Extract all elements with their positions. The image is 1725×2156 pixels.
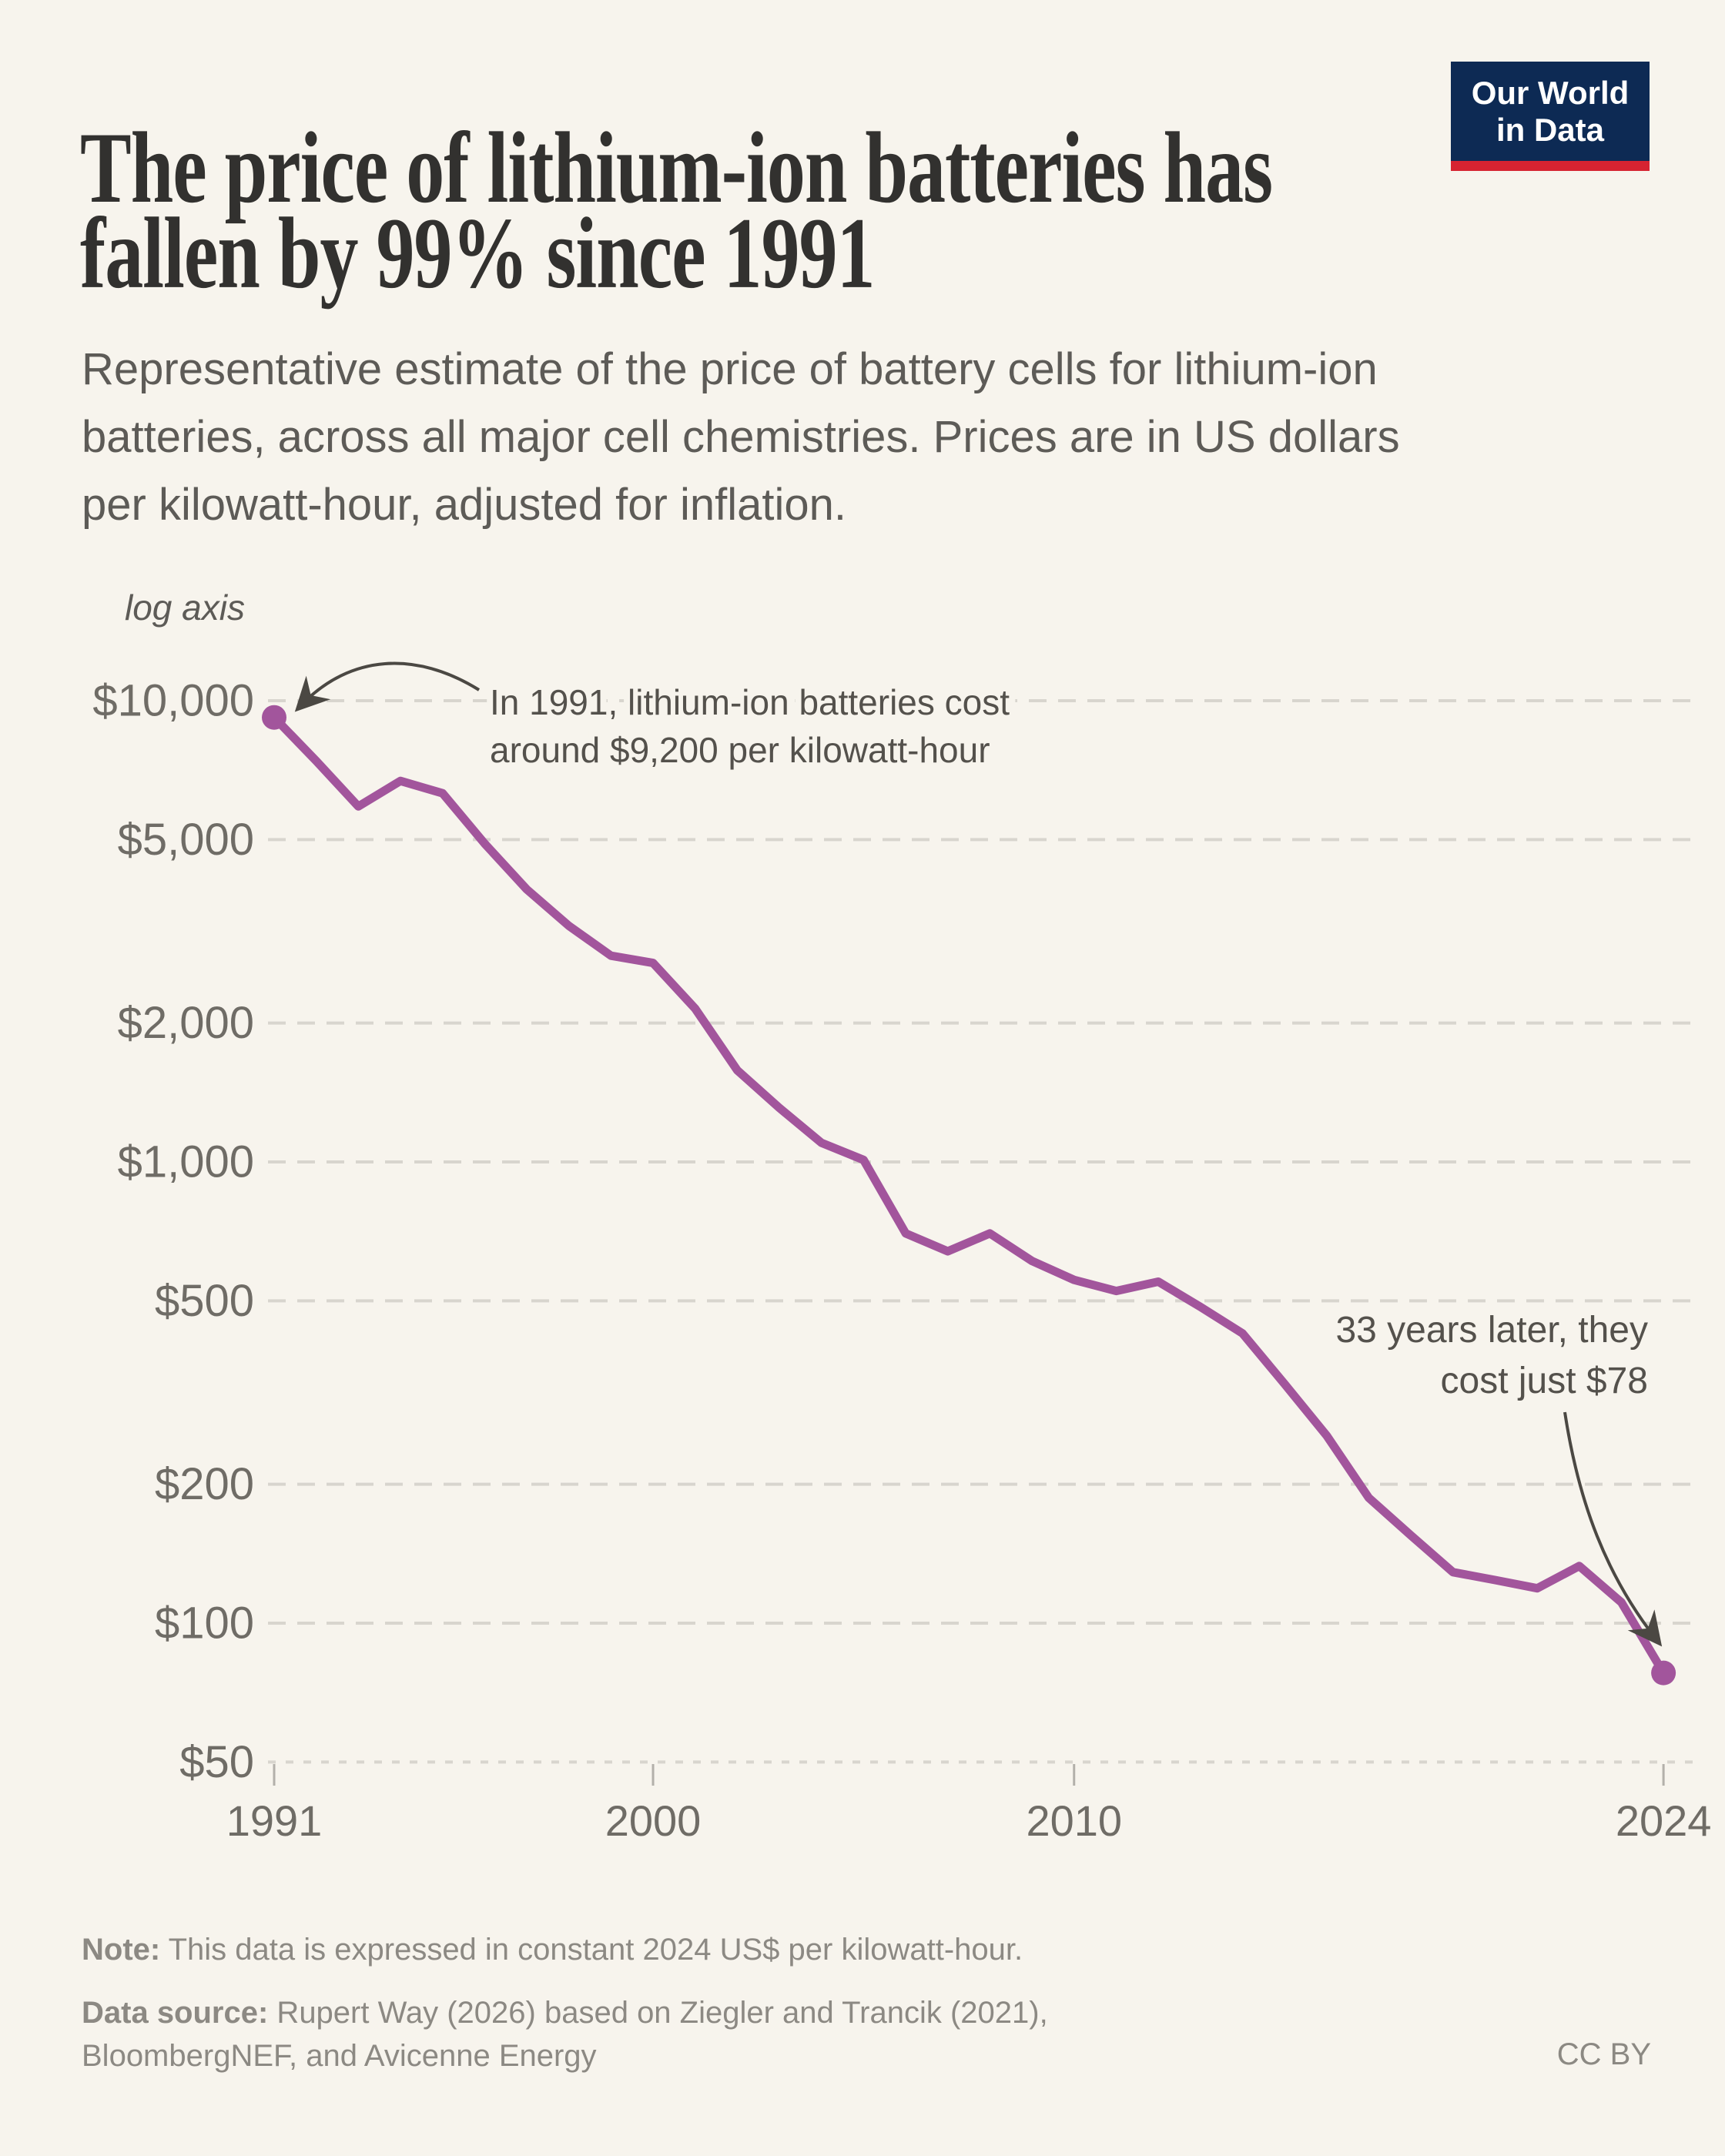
annotation-start-line2: around $9,200 per kilowatt-hour: [490, 730, 990, 770]
chart-subtitle: Representative estimate of the price of …: [82, 344, 1400, 530]
page-title: The price of lithium-ion batteries has f…: [80, 111, 1273, 310]
annotation-end-line1: 33 years later, they: [1335, 1310, 1648, 1351]
owid-logo-line1: Our World: [1471, 74, 1630, 111]
y-tick-label-5000: $5,000: [118, 815, 254, 865]
y-tick-label-50: $50: [179, 1737, 254, 1787]
owid-logo-stripe: [1451, 161, 1650, 171]
price-line: [270, 713, 1668, 1678]
annotation-start-arrow: [294, 661, 481, 712]
owid-logo-text: Our World in Data: [1451, 62, 1650, 161]
data-source-label: Data source:: [82, 1996, 269, 2030]
x-tick-label-2000: 2000: [605, 1796, 702, 1845]
y-tick-label-500: $500: [155, 1276, 254, 1326]
x-tick-label-2010: 2010: [1026, 1796, 1122, 1845]
owid-logo-line2: in Data: [1496, 111, 1605, 148]
y-tick-label-10000: $10,000: [92, 676, 254, 726]
log-axis-note: log axis: [125, 588, 245, 628]
annotation-end-line2: cost just $78: [1441, 1361, 1648, 1401]
annotation-start-line1: In 1991, lithium-ion batteries cost: [490, 682, 1010, 722]
y-tick-label-200: $200: [155, 1459, 254, 1509]
note-label: Note:: [82, 1933, 161, 1967]
owid-logo: Our World in Data: [1451, 62, 1650, 171]
x-tick-label-1991: 1991: [226, 1796, 323, 1845]
annotation-start: In 1991, lithium-ion batteries cost aroun…: [294, 661, 1016, 776]
y-tick-label-100: $100: [155, 1599, 254, 1649]
note-text: This data is expressed in constant 2024 …: [160, 1933, 1023, 1967]
chart-data-source: Data source: Rupert Way (2026) based on …: [82, 1991, 1183, 2077]
annotation-end-arrow: [1563, 1411, 1663, 1647]
chart-note: Note: This data is expressed in constant…: [82, 1928, 1237, 1971]
license-link[interactable]: CC BY: [1556, 2037, 1651, 2071]
data-point-1991: [262, 705, 286, 730]
y-tick-label-2000: $2,000: [118, 998, 254, 1048]
data-source-text: Rupert Way (2026) based on Ziegler and T…: [82, 1996, 1048, 2073]
annotation-end: 33 years later, they cost just $78: [1329, 1304, 1663, 1647]
y-tick-label-1000: $1,000: [118, 1137, 254, 1187]
x-tick-label-2024: 2024: [1616, 1796, 1712, 1845]
data-point-2024: [1651, 1660, 1676, 1686]
